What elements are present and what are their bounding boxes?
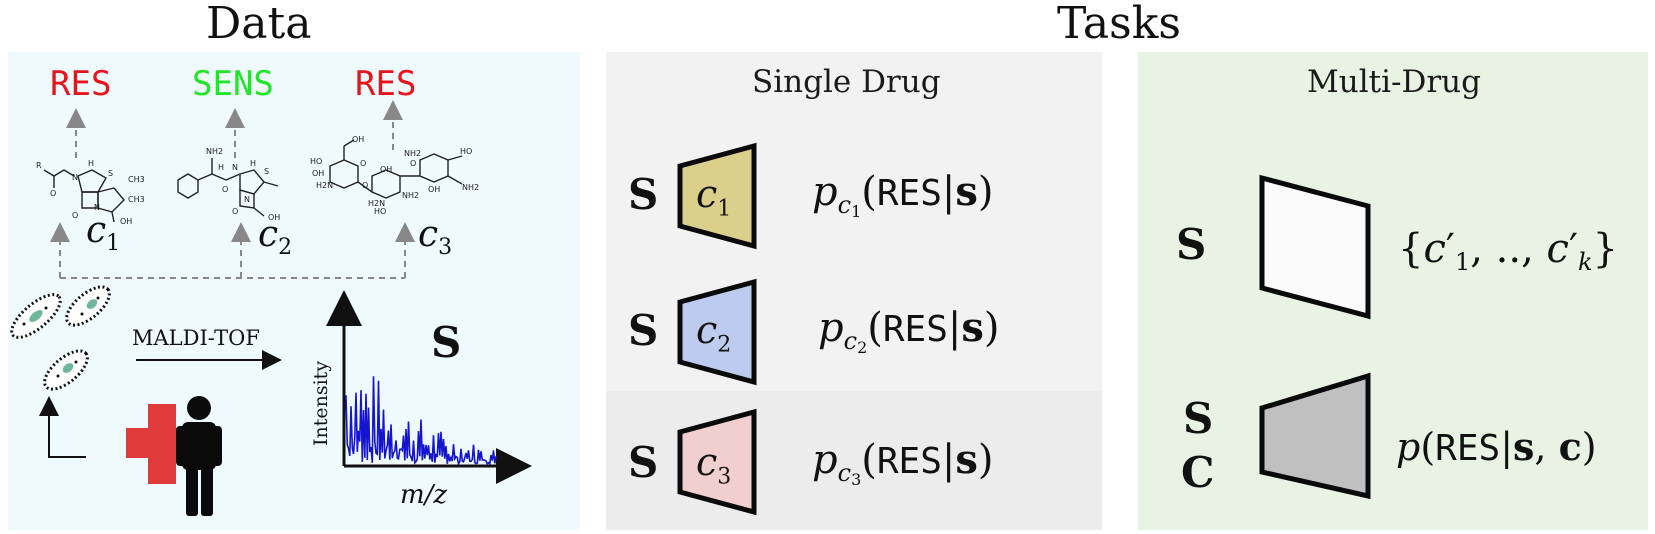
multi-drug-panel xyxy=(1138,52,1648,530)
single-drug-title: Single Drug xyxy=(752,64,941,100)
svg-text:H: H xyxy=(250,159,256,168)
svg-text:R: R xyxy=(36,161,42,170)
svg-text:O: O xyxy=(362,181,368,190)
svg-text:O: O xyxy=(50,189,56,198)
drug-2-label: SENS xyxy=(192,64,274,104)
multi-bottom-input-s: S xyxy=(1183,394,1214,443)
spectrum-ylabel: Intensity xyxy=(310,360,332,446)
drug-1-label: RES xyxy=(50,64,112,104)
multi-bottom-input-c: C xyxy=(1181,448,1215,497)
maldi-tof-label: MALDI-TOF xyxy=(132,326,260,350)
single-row-2-encoder-label: c2 xyxy=(696,308,732,358)
spectrum-plot xyxy=(326,290,532,484)
svg-text:O: O xyxy=(360,159,366,168)
multi-bottom-encoder xyxy=(1259,372,1371,500)
svg-text:OH: OH xyxy=(380,165,392,174)
svg-text:HO: HO xyxy=(310,157,322,166)
multi-top-output-set: {c′1, .., c′k} xyxy=(1398,226,1619,276)
spectrum-series xyxy=(345,376,497,467)
svg-text:N: N xyxy=(94,203,100,212)
single-row-2-encoder xyxy=(677,278,757,386)
svg-text:H2N: H2N xyxy=(316,181,333,190)
single-row-1-encoder xyxy=(677,142,757,250)
svg-text:OH: OH xyxy=(428,185,440,194)
bacteria-illustration xyxy=(10,285,111,391)
molecule-1-penicillin: R H N O S CH3 CH3 N O OH xyxy=(36,159,145,226)
multi-top-encoder xyxy=(1259,174,1371,320)
multi-top-input: S xyxy=(1176,220,1207,269)
tasks-heading: Tasks xyxy=(1057,0,1181,49)
svg-text:O: O xyxy=(72,211,78,220)
svg-text:O: O xyxy=(232,207,238,216)
svg-text:NH2: NH2 xyxy=(206,147,223,156)
svg-text:NH2: NH2 xyxy=(404,149,421,158)
single-row-3-encoder-label: c3 xyxy=(696,440,732,490)
svg-text:OH: OH xyxy=(312,169,324,178)
single-row-3-formula: pc3(RES|s) xyxy=(812,436,994,489)
single-row-3-encoder xyxy=(677,408,757,516)
multi-bottom-formula: p(RES|s, c) xyxy=(1396,424,1597,469)
molecule-2-ampicillin: NH2 H N H S O N O OH xyxy=(177,147,280,222)
spectrum-symbol: S xyxy=(431,318,462,367)
svg-text:N: N xyxy=(72,173,78,182)
svg-text:HO: HO xyxy=(460,147,472,156)
svg-text:H: H xyxy=(218,163,224,172)
svg-text:OH: OH xyxy=(268,213,280,222)
drug-3-label: RES xyxy=(355,64,417,104)
svg-text:S: S xyxy=(108,169,113,178)
hospital-patient-illustration xyxy=(126,396,222,516)
svg-text:OH: OH xyxy=(120,217,132,226)
encoder-shape xyxy=(677,142,757,250)
sample-arrow-line xyxy=(48,410,86,458)
svg-text:CH3: CH3 xyxy=(128,175,145,184)
single-row-2-input: S xyxy=(628,306,659,355)
single-row-1-input: S xyxy=(628,170,659,219)
single-row-2-formula: pc2(RES|s) xyxy=(818,304,1000,357)
svg-text:NH2: NH2 xyxy=(402,191,419,200)
svg-text:O: O xyxy=(222,185,228,194)
svg-text:OH: OH xyxy=(352,135,364,144)
spectrum-xlabel: m/z xyxy=(400,480,448,510)
svg-text:N: N xyxy=(244,195,250,204)
svg-text:N: N xyxy=(232,163,238,172)
drug-c2-label: c2 xyxy=(258,214,293,261)
single-row-3-input: S xyxy=(628,438,659,487)
svg-text:NH2: NH2 xyxy=(462,183,479,192)
multi-drug-title: Multi-Drug xyxy=(1307,64,1481,100)
drug-c3-label: c3 xyxy=(418,214,453,261)
molecule-3-aminoglycoside: OH HO OH H2N O O H2N NH2 OH HO O OH NH2 … xyxy=(310,135,479,216)
svg-text:O: O xyxy=(410,159,416,168)
svg-text:H2N: H2N xyxy=(368,199,385,208)
patient-icon xyxy=(176,396,222,516)
svg-text:CH3: CH3 xyxy=(128,195,145,204)
data-heading: Data xyxy=(206,0,312,49)
single-row-1-encoder-label: c1 xyxy=(696,172,732,222)
svg-text:H: H xyxy=(88,159,94,168)
svg-text:S: S xyxy=(264,167,269,176)
single-row-1-formula: pc1(RES|s) xyxy=(812,168,994,221)
drug-c1-label: c1 xyxy=(86,210,121,257)
svg-text:HO: HO xyxy=(374,207,386,216)
